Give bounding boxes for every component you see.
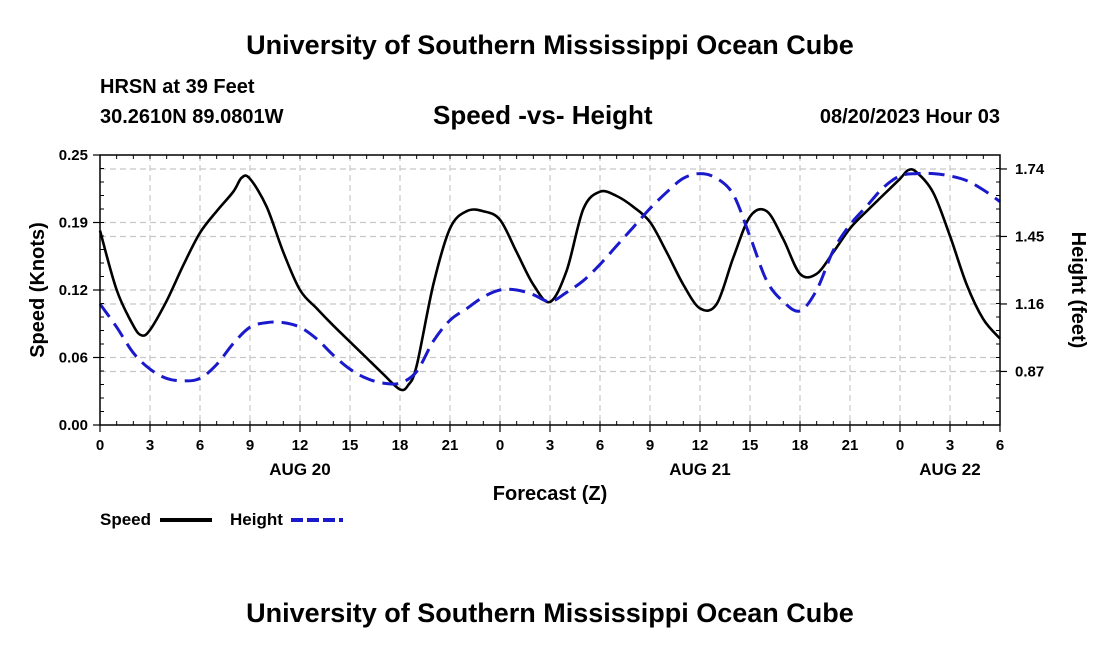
main-title: University of Southern Mississippi Ocean… [246, 30, 854, 60]
y2-tick-label: 1.16 [1015, 296, 1044, 313]
x-tick-label: 6 [196, 437, 204, 454]
x-tick-label: 0 [96, 437, 104, 454]
x-tick-label: 6 [996, 437, 1004, 454]
x-tick-label: 12 [292, 437, 309, 454]
y-tick-label: 0.00 [59, 417, 88, 434]
station-label: HRSN at 39 Feet [100, 76, 255, 98]
legend-height-label: Height [230, 510, 283, 529]
date-labels: AUG 20 AUG 21 AUG 22 [269, 460, 980, 479]
y2-axis-ticks: 0.87 1.16 1.45 1.74 [1000, 161, 1045, 380]
y2-tick-label: 1.74 [1015, 161, 1045, 178]
x-tick-label: 15 [742, 437, 759, 454]
y2-axis-label: Height (feet) [1067, 232, 1089, 349]
date-label: AUG 22 [919, 460, 980, 479]
x-tick-label: 15 [342, 437, 359, 454]
x-tick-label: 9 [646, 437, 654, 454]
x-axis-ticks: 0 3 6 9 12 15 18 21 0 3 6 9 12 15 18 21 0 3 6 [96, 425, 1004, 454]
y-tick-label: 0.06 [59, 350, 88, 367]
x-tick-label: 3 [146, 437, 154, 454]
x-tick-label: 12 [692, 437, 709, 454]
coordinates-label: 30.2610N 89.0801W [100, 106, 284, 128]
height-series-line [98, 171, 1001, 386]
y2-tick-label: 1.45 [1015, 228, 1044, 245]
chart-title: Speed -vs- Height [433, 100, 653, 130]
y-axis-label: Speed (Knots) [27, 222, 49, 358]
y-tick-label: 0.25 [59, 147, 88, 164]
y-tick-label: 0.19 [59, 215, 88, 232]
x-tick-label: 21 [842, 437, 859, 454]
x-tick-label: 18 [392, 437, 409, 454]
x-tick-label: 3 [946, 437, 954, 454]
timestamp-label: 08/20/2023 Hour 03 [819, 106, 1000, 128]
series-layer [98, 168, 1001, 392]
x-tick-label: 9 [246, 437, 254, 454]
x-tick-label: 0 [896, 437, 904, 454]
legend: Speed Height [100, 510, 343, 529]
x-tick-label: 21 [442, 437, 459, 454]
grid-lines [100, 155, 1000, 425]
x-tick-label: 18 [792, 437, 809, 454]
date-label: AUG 21 [669, 460, 730, 479]
y-tick-label: 0.12 [59, 282, 88, 299]
legend-speed-label: Speed [100, 510, 151, 529]
x-tick-label: 6 [596, 437, 604, 454]
y-axis-ticks: 0.00 0.06 0.12 0.19 0.25 [59, 147, 100, 434]
y2-tick-label: 0.87 [1015, 363, 1044, 380]
bottom-title: University of Southern Mississippi Ocean… [246, 598, 854, 628]
date-label: AUG 20 [269, 460, 330, 479]
x-tick-label: 3 [546, 437, 554, 454]
speed-series-line [98, 168, 1001, 392]
x-axis-label: Forecast (Z) [493, 483, 607, 505]
x-tick-label: 0 [496, 437, 504, 454]
